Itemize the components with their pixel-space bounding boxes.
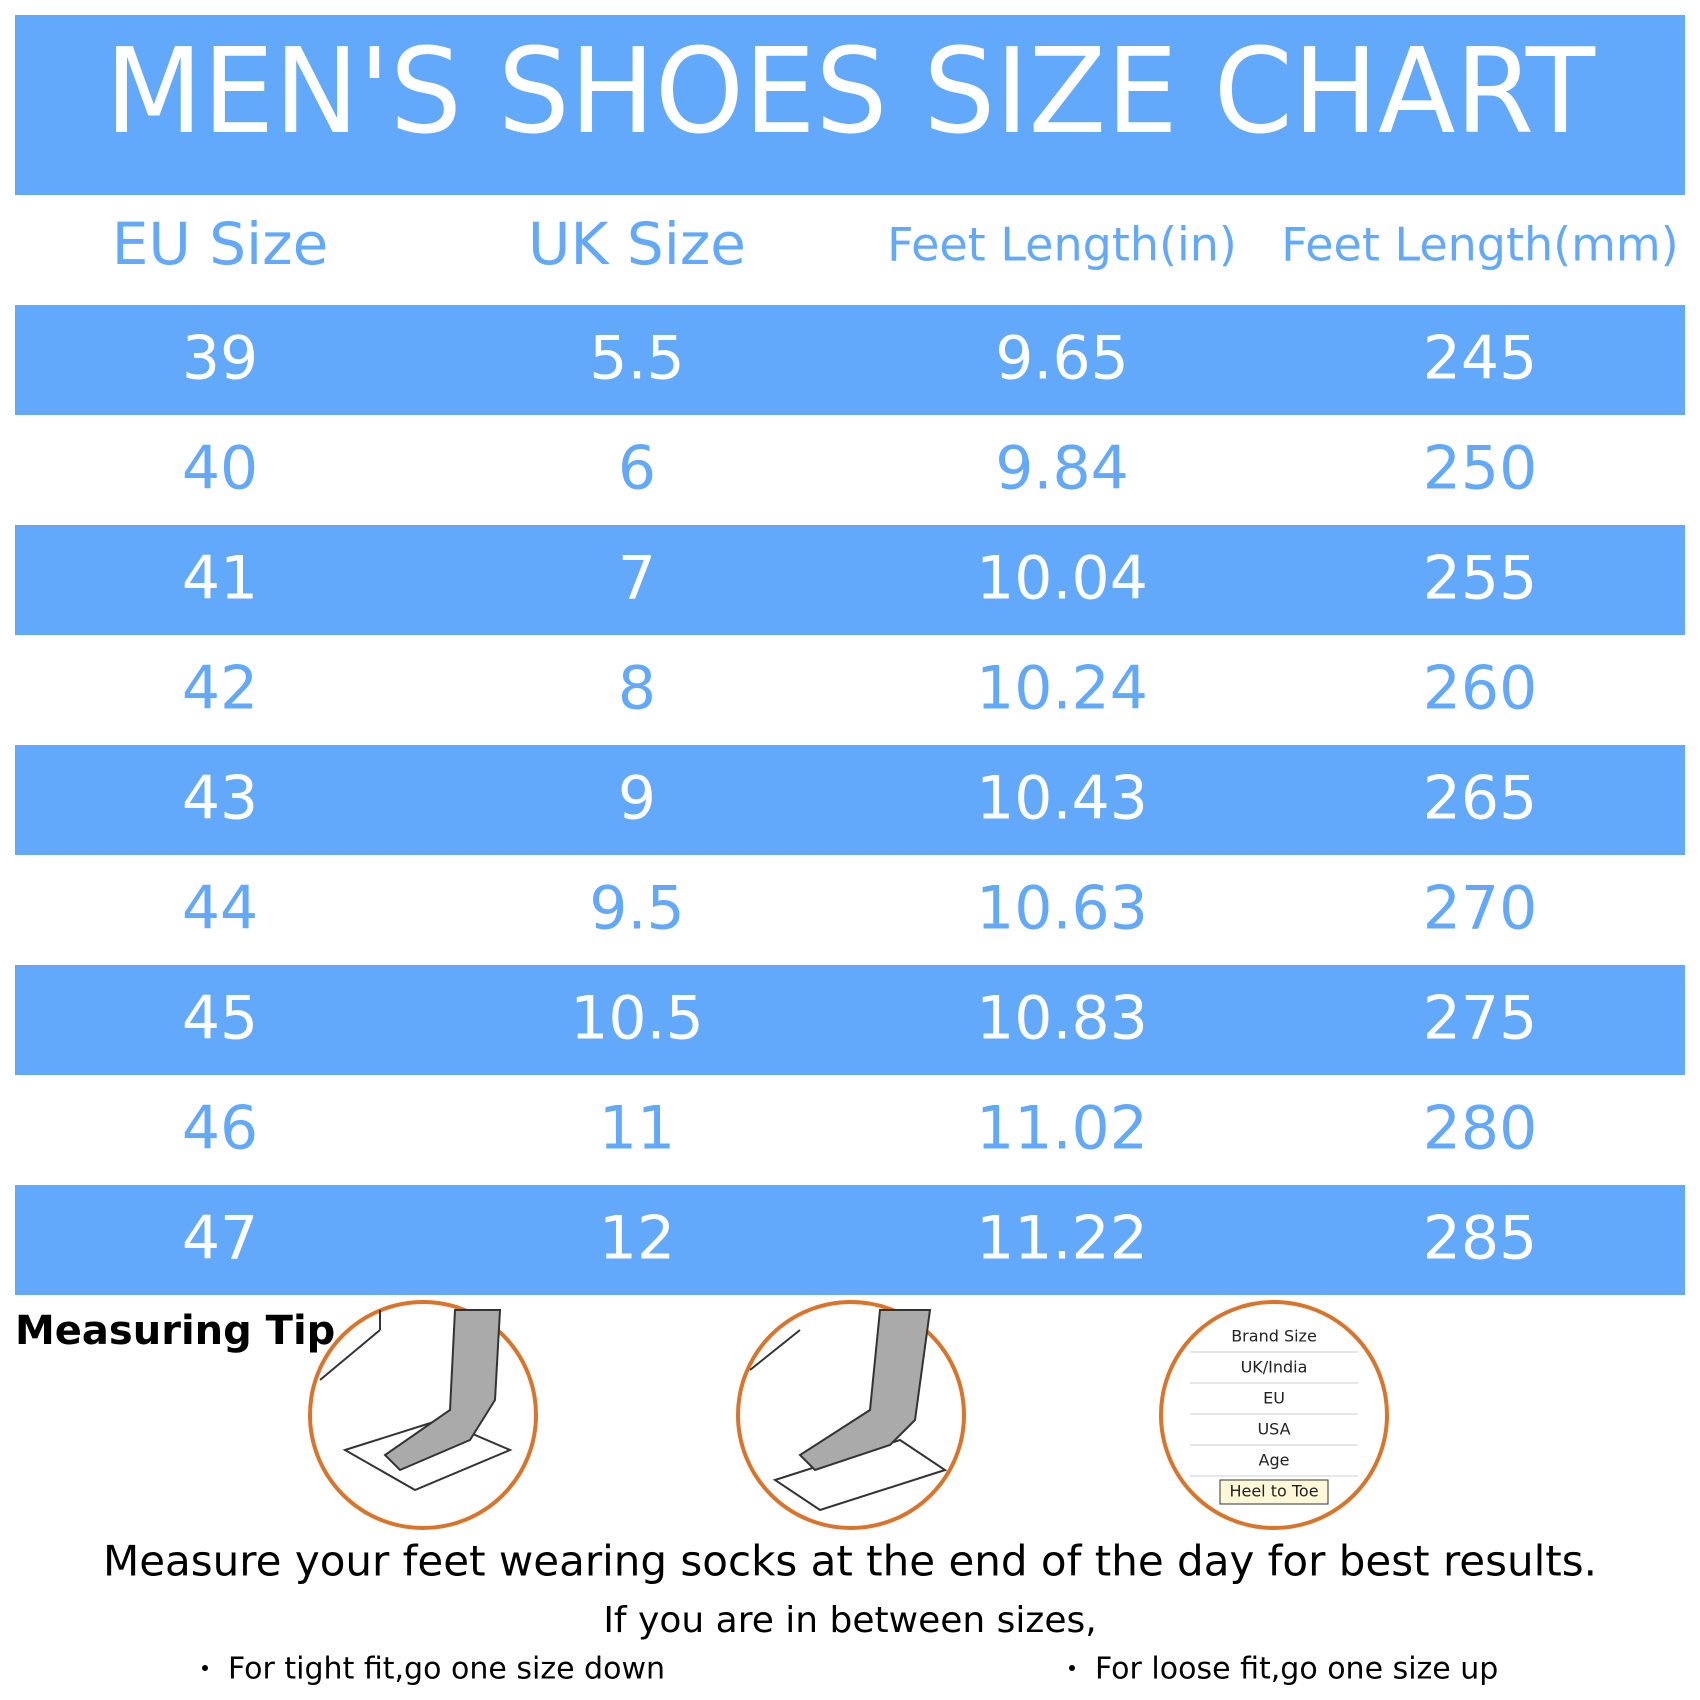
cell: 10.43 <box>976 764 1148 834</box>
tip-main: Measure your feet wearing socks at the e… <box>103 1537 1597 1586</box>
card-label: Age <box>1259 1451 1290 1470</box>
title: MEN'S SHOES SIZE CHART <box>105 22 1596 160</box>
step-circle <box>736 1300 966 1530</box>
cell: 245 <box>1423 324 1538 394</box>
cell: 255 <box>1423 544 1538 614</box>
cell: 10.5 <box>570 984 704 1054</box>
card-label: Heel to Toe <box>1229 1482 1318 1501</box>
card-box <box>1219 1479 1329 1505</box>
cell: 41 <box>182 544 258 614</box>
cell: 9 <box>618 764 656 834</box>
bullet <box>1069 1665 1075 1671</box>
cell: 285 <box>1423 1204 1538 1274</box>
cell: 42 <box>182 654 258 724</box>
cell: 9.5 <box>589 874 684 944</box>
cell: 260 <box>1423 654 1538 724</box>
cell: 11.22 <box>976 1204 1148 1274</box>
row-band <box>15 305 1685 415</box>
cell: 280 <box>1423 1094 1538 1164</box>
card-label: Brand Size <box>1231 1327 1317 1346</box>
tip-bullet: For tight fit,go one size down <box>228 1652 665 1687</box>
cell: 12 <box>599 1204 675 1274</box>
table: EU Size UK Size Feet Length(in) Feet Length… <box>15 210 1685 1295</box>
cell: 5.5 <box>589 324 684 394</box>
cell: 10.83 <box>976 984 1148 1054</box>
cell: 10.24 <box>976 654 1148 724</box>
tip-between: If you are in between sizes, <box>603 1600 1096 1641</box>
cell: 40 <box>182 434 258 504</box>
column-header: UK Size <box>528 210 746 278</box>
tip-heading: Measuring Tip <box>15 1308 335 1354</box>
cell: 11.02 <box>976 1094 1148 1164</box>
column-header: EU Size <box>112 210 329 278</box>
cell: 44 <box>182 874 258 944</box>
cell: 46 <box>182 1094 258 1164</box>
cell: 9.65 <box>995 324 1129 394</box>
step-circle <box>308 1300 538 1530</box>
cell: 10.63 <box>976 874 1148 944</box>
card-label: UK/India <box>1241 1358 1308 1377</box>
size-card: Brand Size UK/India EU USA Age Heel to Toe <box>1190 1327 1358 1505</box>
row-band <box>15 525 1685 635</box>
row-band <box>15 1185 1685 1295</box>
cell: 10.04 <box>976 544 1148 614</box>
foot-drawings <box>319 1309 948 1512</box>
step-circle <box>1159 1300 1389 1530</box>
cell: 43 <box>182 764 258 834</box>
bullet <box>202 1665 208 1671</box>
row-band <box>15 965 1685 1075</box>
cell: 47 <box>182 1204 258 1274</box>
cell: 11 <box>599 1094 675 1164</box>
column-header: Feet Length(in) <box>887 218 1237 272</box>
cell: 275 <box>1423 984 1538 1054</box>
title-band <box>15 15 1685 195</box>
tip-bullet: For loose fit,go one size up <box>1095 1652 1498 1687</box>
card-label: EU <box>1263 1389 1285 1408</box>
card-label: USA <box>1257 1420 1290 1439</box>
cell: 45 <box>182 984 258 1054</box>
cell: 7 <box>618 544 656 614</box>
cell: 250 <box>1423 434 1538 504</box>
cell: 9.84 <box>995 434 1129 504</box>
row-band <box>15 745 1685 855</box>
cell: 265 <box>1423 764 1538 834</box>
column-header: Feet Length(mm) <box>1281 218 1678 272</box>
cell: 39 <box>182 324 258 394</box>
cell: 6 <box>618 434 656 504</box>
cell: 270 <box>1423 874 1538 944</box>
cell: 8 <box>618 654 656 724</box>
